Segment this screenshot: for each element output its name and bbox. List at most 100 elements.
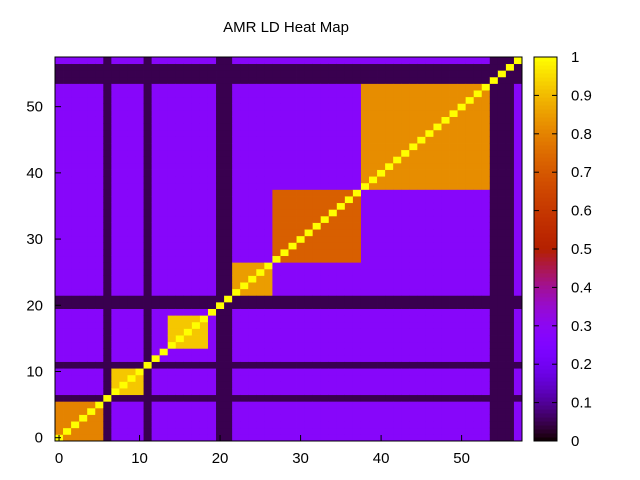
heatmap-cell bbox=[497, 129, 507, 137]
heatmap-cell bbox=[167, 169, 177, 177]
heatmap-cell bbox=[119, 348, 128, 356]
heatmap-cell bbox=[320, 275, 330, 283]
heatmap-cell bbox=[143, 414, 153, 422]
heatmap-cell bbox=[199, 401, 209, 409]
heatmap-cell bbox=[224, 288, 233, 296]
heatmap-cell bbox=[513, 354, 523, 362]
heatmap-cell bbox=[449, 83, 458, 91]
heatmap-cell bbox=[344, 315, 354, 323]
heatmap-cell bbox=[296, 421, 305, 429]
heatmap-cell bbox=[417, 156, 426, 164]
heatmap-cell bbox=[240, 301, 249, 309]
colorbar-swatch bbox=[534, 89, 557, 94]
heatmap-cell bbox=[312, 295, 322, 303]
heatmap-cell bbox=[336, 249, 346, 257]
colorbar-swatch bbox=[534, 421, 557, 426]
heatmap-cell bbox=[103, 328, 112, 336]
heatmap-cell bbox=[103, 421, 112, 429]
heatmap-cell bbox=[167, 295, 177, 303]
heatmap-cell bbox=[95, 63, 104, 71]
heatmap-cell bbox=[425, 434, 434, 442]
heatmap-cell bbox=[417, 242, 426, 250]
heatmap-cell bbox=[393, 103, 402, 111]
heatmap-cell bbox=[369, 282, 378, 290]
heatmap-cell bbox=[175, 136, 185, 144]
heatmap-cell bbox=[55, 341, 64, 349]
heatmap-cell bbox=[240, 76, 249, 84]
heatmap-cell bbox=[393, 361, 402, 369]
heatmap-cell bbox=[369, 123, 378, 131]
heatmap-cell bbox=[63, 90, 72, 98]
heatmap-cell bbox=[111, 90, 120, 98]
heatmap-cell bbox=[304, 301, 314, 309]
heatmap-cell bbox=[433, 388, 442, 396]
heatmap-cell bbox=[240, 414, 249, 422]
heatmap-cell bbox=[481, 308, 491, 316]
heatmap-cell bbox=[457, 189, 467, 197]
heatmap-cell bbox=[71, 136, 80, 144]
colorbar-swatch bbox=[534, 273, 557, 278]
heatmap-cell bbox=[216, 394, 225, 402]
heatmap-cell bbox=[199, 249, 209, 257]
heatmap-cell bbox=[369, 394, 378, 402]
colorbar-swatch bbox=[534, 249, 557, 254]
heatmap-cell bbox=[191, 315, 201, 323]
heatmap-cell bbox=[425, 156, 434, 164]
heatmap-cell bbox=[95, 209, 104, 217]
heatmap-cell bbox=[369, 421, 378, 429]
heatmap-cell bbox=[240, 162, 249, 170]
y-tick-label: 20 bbox=[26, 297, 43, 314]
heatmap-cell bbox=[256, 123, 265, 131]
heatmap-cell bbox=[457, 388, 467, 396]
heatmap-cell bbox=[103, 70, 112, 78]
heatmap-cell bbox=[191, 103, 201, 111]
heatmap-cell bbox=[417, 109, 426, 117]
heatmap-cell bbox=[224, 335, 233, 343]
heatmap-cell bbox=[103, 76, 112, 84]
heatmap-cell bbox=[183, 116, 193, 124]
heatmap-cell bbox=[344, 255, 354, 263]
heatmap-cell bbox=[264, 169, 273, 177]
heatmap-cell bbox=[87, 374, 96, 382]
colorbar-swatch bbox=[534, 365, 557, 370]
heatmap-cell bbox=[336, 321, 346, 329]
heatmap-cell bbox=[175, 76, 185, 84]
heatmap-cell bbox=[159, 136, 169, 144]
heatmap-cell bbox=[199, 196, 209, 204]
heatmap-cell bbox=[296, 381, 305, 389]
heatmap-cell bbox=[199, 381, 209, 389]
heatmap-cell bbox=[304, 434, 314, 442]
colorbar-swatch bbox=[534, 349, 557, 354]
heatmap-cell bbox=[465, 288, 475, 296]
heatmap-cell bbox=[248, 96, 257, 104]
heatmap-cell bbox=[385, 262, 394, 270]
heatmap-cell bbox=[328, 209, 338, 217]
heatmap-cell bbox=[272, 295, 281, 303]
heatmap-cell bbox=[409, 368, 418, 376]
heatmap-cell bbox=[385, 116, 394, 124]
heatmap-cell bbox=[264, 156, 273, 164]
heatmap-cell bbox=[151, 229, 161, 237]
heatmap-cell bbox=[183, 321, 193, 329]
heatmap-cell bbox=[63, 116, 72, 124]
heatmap-cell bbox=[312, 381, 322, 389]
heatmap-cell bbox=[264, 427, 273, 435]
heatmap-cell bbox=[175, 182, 185, 190]
heatmap-cell bbox=[87, 136, 96, 144]
heatmap-cell bbox=[135, 401, 144, 409]
heatmap-cell bbox=[481, 394, 491, 402]
heatmap-cell bbox=[87, 381, 96, 389]
heatmap-cell bbox=[207, 354, 217, 362]
heatmap-cell bbox=[328, 268, 338, 276]
heatmap-cell bbox=[143, 401, 153, 409]
heatmap-cell bbox=[417, 129, 426, 137]
heatmap-cell bbox=[175, 129, 185, 137]
heatmap-cell bbox=[264, 401, 273, 409]
heatmap-cell bbox=[119, 103, 128, 111]
heatmap-cell bbox=[167, 288, 177, 296]
heatmap-cell bbox=[87, 63, 96, 71]
heatmap-cell bbox=[304, 103, 314, 111]
heatmap-cell bbox=[224, 361, 233, 369]
heatmap-cell bbox=[328, 57, 338, 65]
heatmap-cell bbox=[481, 202, 491, 210]
